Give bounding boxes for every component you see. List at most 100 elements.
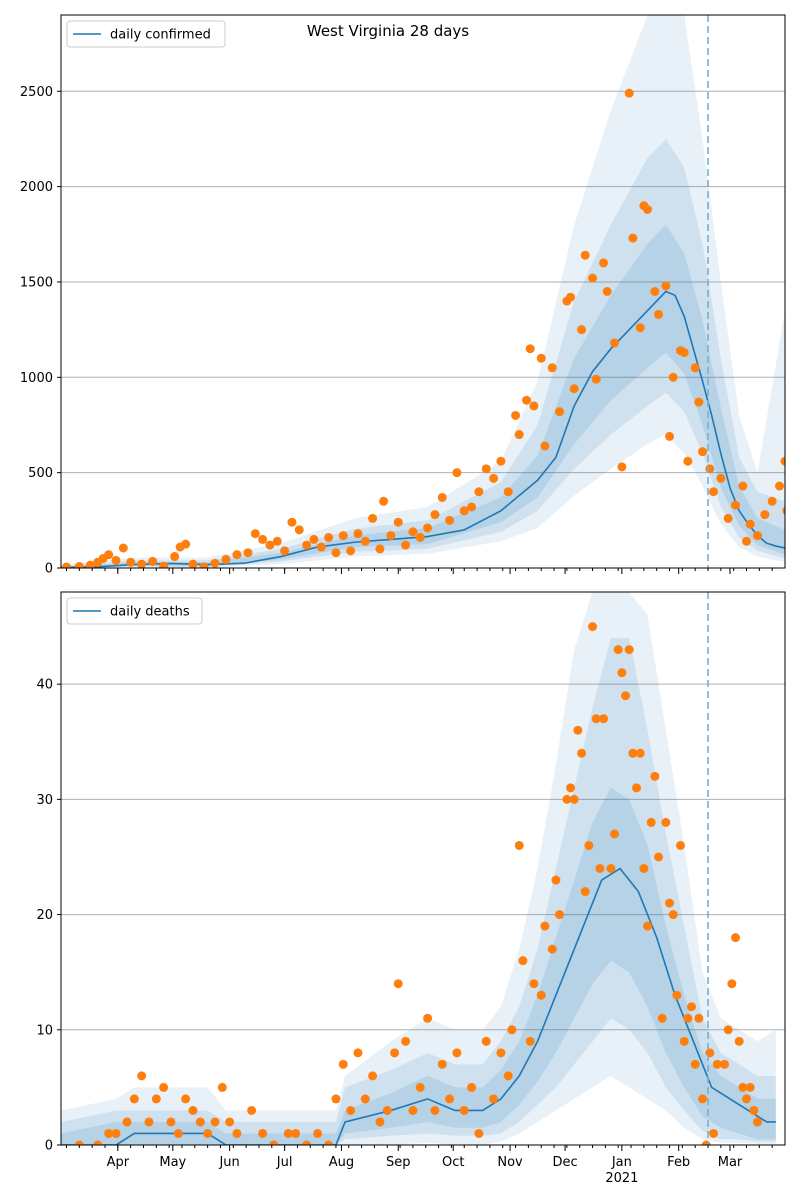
observed-point: [591, 374, 601, 384]
observed-point: [272, 536, 282, 546]
observed-point: [569, 384, 579, 394]
observed-point: [602, 287, 612, 296]
observed-point: [529, 979, 539, 989]
observed-point: [610, 338, 620, 348]
observed-point: [393, 517, 403, 527]
observed-point: [712, 1059, 722, 1069]
observed-point: [316, 542, 326, 552]
observed-point: [709, 1128, 719, 1138]
observed-point: [459, 1105, 469, 1115]
observed-point: [111, 1128, 121, 1138]
observed-point: [430, 1105, 440, 1115]
observed-point: [654, 309, 664, 319]
observed-point: [522, 395, 532, 405]
observed-point: [569, 794, 579, 804]
observed-point: [679, 1036, 689, 1046]
axes-frame: [60, 14, 786, 569]
observed-point: [159, 1082, 169, 1092]
observed-point: [690, 1059, 700, 1069]
observed-point: [302, 540, 312, 550]
observed-point: [221, 554, 231, 564]
observed-point: [74, 1140, 84, 1145]
observed-point: [734, 1036, 744, 1046]
observed-point: [467, 502, 477, 512]
plot-area: [61, 592, 776, 1145]
observed-point: [346, 546, 356, 556]
observed-point: [118, 543, 128, 553]
observed-point: [723, 1025, 733, 1035]
observed-point: [188, 559, 198, 568]
observed-point: [382, 1105, 392, 1115]
legend-label: daily deaths: [110, 605, 190, 620]
observed-point: [588, 273, 598, 283]
observed-point: [617, 668, 627, 678]
observed-point: [639, 864, 649, 873]
observed-point: [705, 464, 715, 474]
observed-point: [294, 525, 304, 535]
observed-point: [258, 1128, 268, 1138]
observed-point: [85, 560, 95, 568]
observed-point: [727, 979, 737, 989]
x-tick-label: Dec: [552, 1155, 577, 1170]
observed-point: [687, 1002, 697, 1012]
observed-point: [368, 1071, 378, 1081]
observed-point: [624, 645, 634, 655]
observed-point: [720, 1059, 730, 1069]
observed-point: [745, 1082, 755, 1092]
x-tick-label: Nov: [497, 1155, 523, 1170]
observed-point: [496, 1048, 506, 1058]
observed-point: [360, 1094, 370, 1104]
observed-point: [511, 410, 521, 420]
mid-uncertainty-band: [61, 638, 776, 1145]
observed-point: [599, 258, 609, 268]
observed-point: [635, 323, 645, 333]
observed-point: [173, 1128, 183, 1138]
observed-point: [646, 817, 656, 827]
observed-point: [566, 783, 576, 793]
observed-point: [148, 556, 158, 566]
outer-uncertainty-band: [61, 15, 785, 568]
plot-area: [61, 15, 785, 568]
observed-point: [302, 1140, 312, 1145]
observed-point: [599, 714, 609, 724]
observed-point: [437, 492, 447, 502]
observed-point: [624, 88, 634, 98]
observed-point: [551, 875, 561, 885]
observed-point: [742, 1094, 752, 1104]
observed-point: [518, 956, 528, 966]
observed-point: [445, 515, 455, 525]
observed-point: [210, 558, 220, 568]
observed-point: [650, 771, 660, 781]
observed-point: [753, 531, 763, 541]
observed-point: [580, 250, 590, 260]
observed-point: [577, 325, 587, 335]
observed-point: [144, 1117, 154, 1127]
observed-point: [481, 464, 491, 474]
model-line: [61, 867, 776, 1145]
observed-point: [423, 523, 433, 533]
x-tick-label: Jun: [218, 1155, 239, 1170]
x-tick-label: Jul: [276, 1155, 293, 1170]
x-tick-label: Sep: [386, 1155, 411, 1170]
observed-point: [309, 534, 319, 544]
observed-point: [199, 562, 209, 568]
observed-point: [408, 1105, 418, 1115]
observed-point: [525, 1036, 535, 1046]
observed-point: [588, 622, 598, 632]
observed-point: [111, 555, 121, 565]
y-tick-label: 2000: [20, 180, 53, 195]
observed-point: [617, 462, 627, 472]
observed-point: [291, 1128, 301, 1138]
observed-point: [676, 840, 686, 850]
observed-point: [514, 430, 524, 440]
observed-point: [547, 363, 557, 373]
observed-point: [566, 292, 576, 302]
observed-point: [580, 887, 590, 897]
observed-point: [514, 840, 524, 850]
observed-point: [606, 864, 616, 873]
observed-point: [331, 1094, 341, 1104]
observed-point: [555, 407, 565, 417]
legend-box: [66, 597, 203, 625]
observed-point: [496, 456, 506, 466]
observed-point: [782, 506, 785, 515]
